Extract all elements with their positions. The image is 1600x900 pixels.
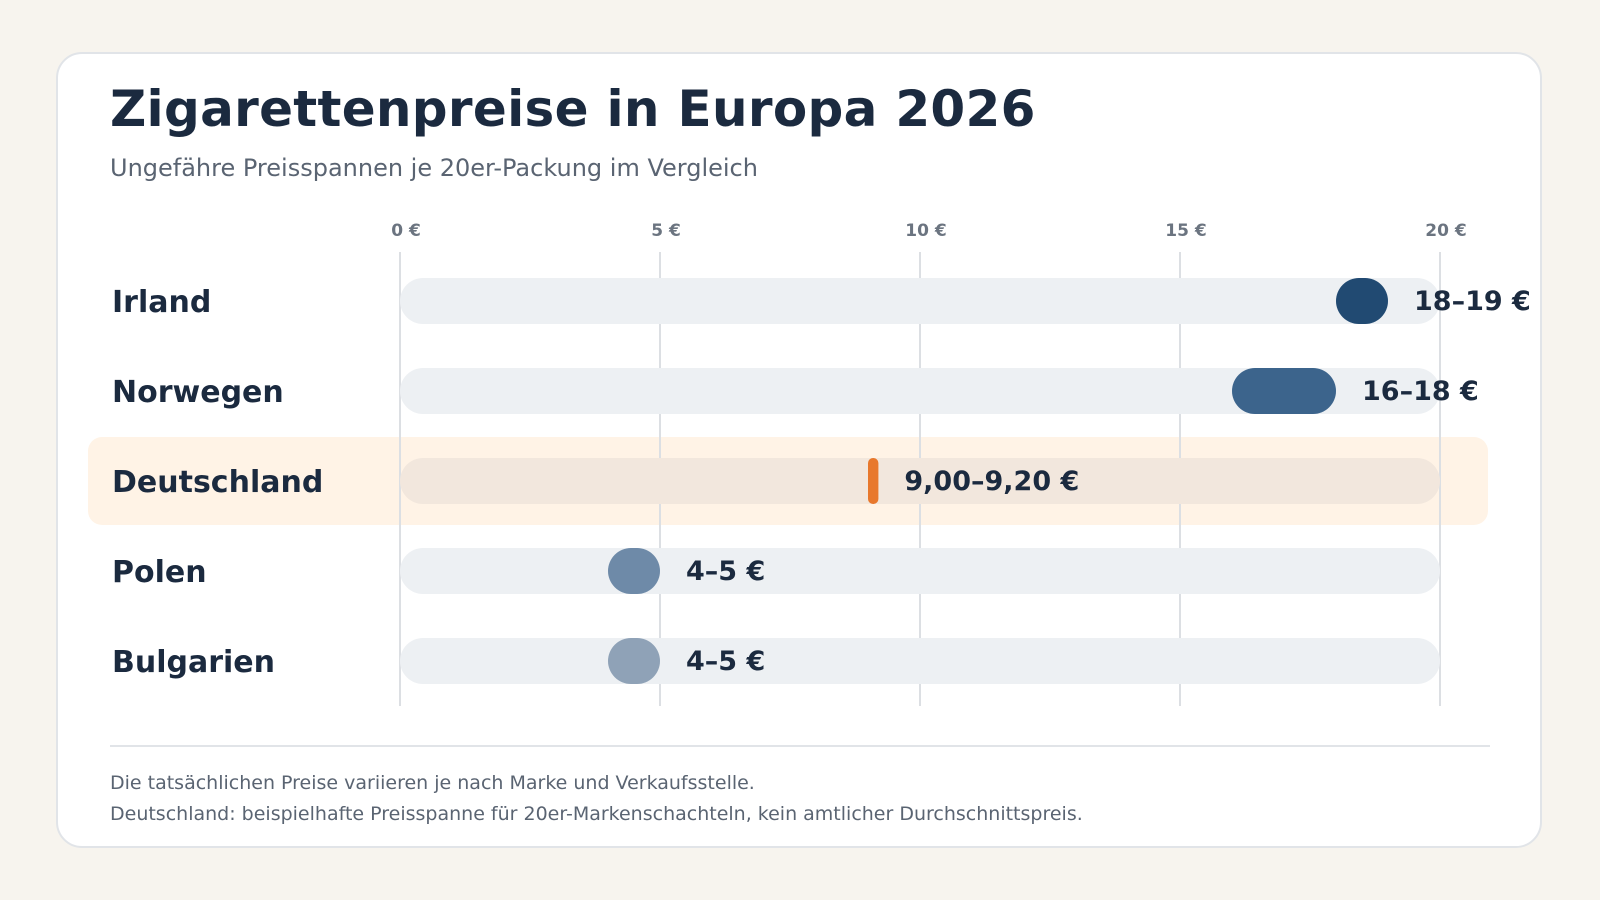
track-deutschland	[400, 458, 1440, 504]
range-bar-irland	[1336, 278, 1388, 324]
track-irland	[400, 278, 1440, 324]
footer-divider	[110, 745, 1490, 747]
x-tick-label: 15 €	[1165, 221, 1206, 241]
chart-subtitle: Ungefähre Preisspannen je 20er-Packung i…	[110, 154, 758, 182]
row-label-bulgarien: Bulgarien	[112, 645, 275, 680]
row-label-deutschland: Deutschland	[112, 465, 323, 500]
value-label-irland: 18–19 €	[1414, 286, 1531, 317]
x-tick-label: 20 €	[1425, 221, 1466, 241]
range-bar-norwegen	[1232, 368, 1336, 414]
x-tick-label: 5 €	[651, 221, 681, 241]
footnote-germany: Deutschland: beispielhafte Preisspanne f…	[110, 803, 1083, 825]
x-tick-label: 10 €	[905, 221, 946, 241]
value-label-norwegen: 16–18 €	[1362, 376, 1479, 407]
value-label-deutschland: 9,00–9,20 €	[904, 466, 1079, 497]
row-label-norwegen: Norwegen	[112, 375, 284, 410]
footnote-variation: Die tatsächlichen Preise variieren je na…	[110, 772, 755, 794]
range-bar-deutschland	[868, 458, 879, 504]
x-tick-label: 0 €	[391, 221, 421, 241]
chart-title: Zigarettenpreise in Europa 2026	[110, 80, 1036, 138]
row-label-polen: Polen	[112, 555, 207, 590]
value-label-bulgarien: 4–5 €	[686, 646, 765, 677]
value-label-polen: 4–5 €	[686, 556, 765, 587]
track-polen	[400, 548, 1440, 594]
track-bulgarien	[400, 638, 1440, 684]
track-norwegen	[400, 368, 1440, 414]
range-bar-polen	[608, 548, 660, 594]
row-label-irland: Irland	[112, 285, 211, 320]
range-bar-bulgarien	[608, 638, 660, 684]
